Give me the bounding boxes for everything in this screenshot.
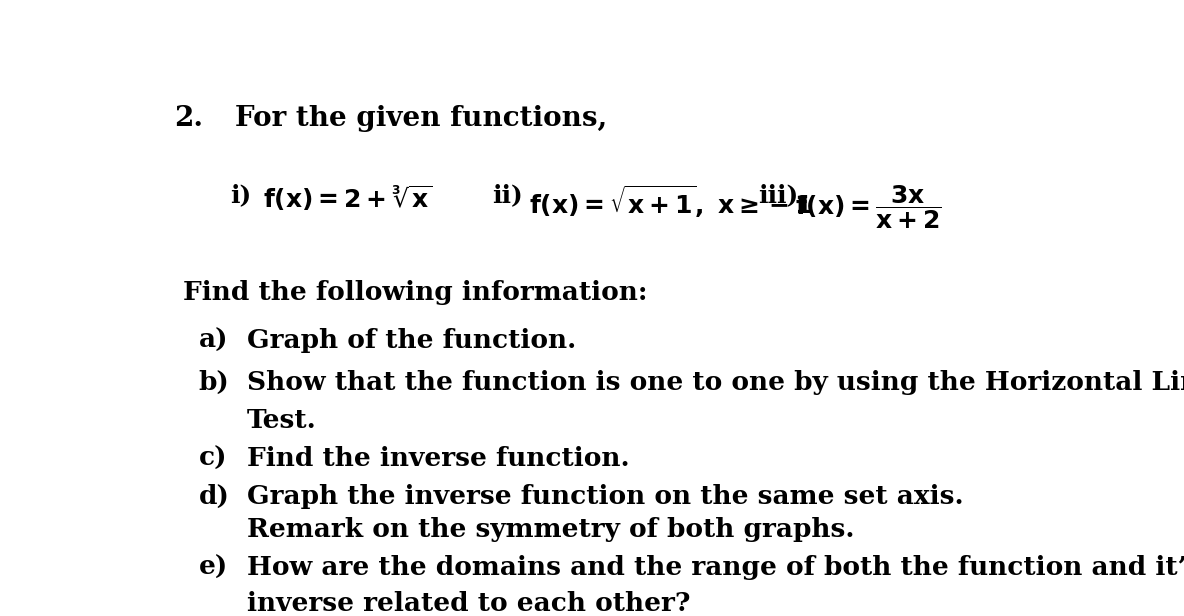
Text: Remark on the symmetry of both graphs.: Remark on the symmetry of both graphs. xyxy=(247,517,855,543)
Text: c): c) xyxy=(199,446,227,471)
Text: Find the following information:: Find the following information: xyxy=(182,280,648,306)
Text: i): i) xyxy=(231,183,252,207)
Text: e): e) xyxy=(199,556,227,580)
Text: Test.: Test. xyxy=(247,408,317,433)
Text: $\mathbf{f(x) = \sqrt{x+1},\ x \geq -1}$: $\mathbf{f(x) = \sqrt{x+1},\ x \geq -1}$ xyxy=(529,183,812,219)
Text: inverse related to each other?: inverse related to each other? xyxy=(247,591,690,616)
Text: ii): ii) xyxy=(493,183,523,207)
Text: a): a) xyxy=(199,328,229,353)
Text: $\mathbf{f(x) = 2 + \sqrt[3]{x}}$: $\mathbf{f(x) = 2 + \sqrt[3]{x}}$ xyxy=(263,183,432,213)
Text: Graph of the function.: Graph of the function. xyxy=(247,328,577,353)
Text: For the given functions,: For the given functions, xyxy=(236,105,607,132)
Text: iii): iii) xyxy=(758,183,798,207)
Text: b): b) xyxy=(199,370,230,395)
Text: 2.: 2. xyxy=(174,105,202,132)
Text: $\mathbf{f(x) = \dfrac{3x}{x+2}}$: $\mathbf{f(x) = \dfrac{3x}{x+2}}$ xyxy=(794,183,941,231)
Text: Show that the function is one to one by using the Horizontal Line: Show that the function is one to one by … xyxy=(247,370,1184,395)
Text: Find the inverse function.: Find the inverse function. xyxy=(247,446,630,471)
Text: How are the domains and the range of both the function and it’s: How are the domains and the range of bot… xyxy=(247,556,1184,580)
Text: d): d) xyxy=(199,484,230,509)
Text: Graph the inverse function on the same set axis.: Graph the inverse function on the same s… xyxy=(247,484,964,509)
